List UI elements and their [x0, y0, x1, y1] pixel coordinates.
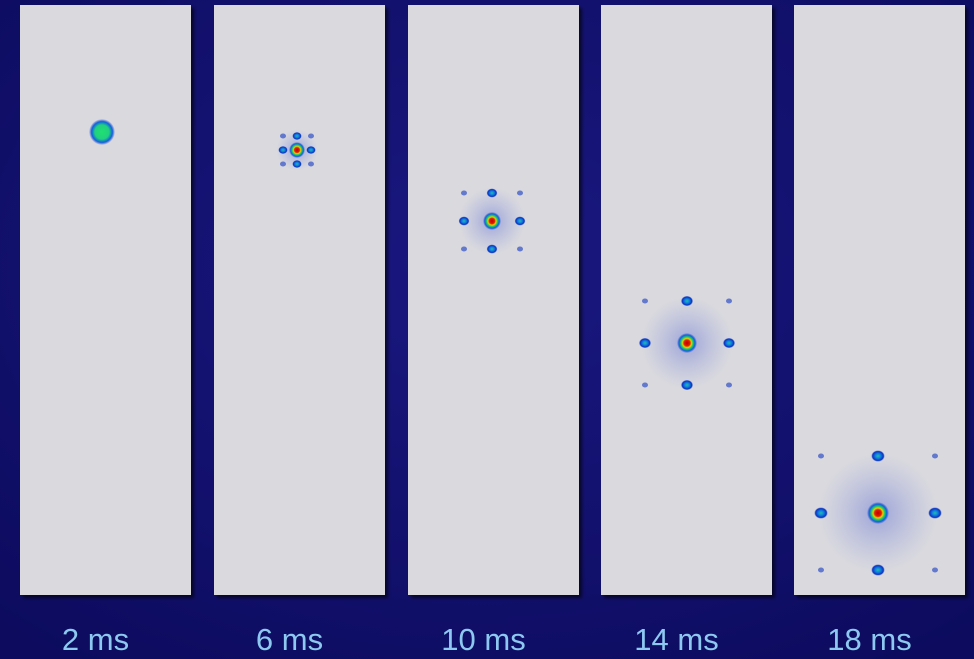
corner-peak [308, 162, 314, 167]
central-peak [89, 119, 115, 145]
corner-peak [726, 383, 732, 388]
corner-peak [280, 134, 286, 139]
corner-peak [642, 383, 648, 388]
side-peak [292, 132, 301, 140]
corner-peak [308, 134, 314, 139]
side-peak [278, 146, 287, 154]
side-peak [928, 507, 942, 519]
corner-peak [726, 299, 732, 304]
side-peak [814, 507, 828, 519]
side-peak [487, 188, 498, 197]
corner-peak [932, 568, 938, 573]
side-peak [515, 216, 526, 225]
side-peak [292, 160, 301, 168]
page: 2 ms6 ms10 ms14 ms18 ms (() => { const d… [0, 0, 974, 659]
side-peak [681, 380, 693, 390]
corner-peak [517, 191, 523, 196]
side-peak [871, 450, 885, 462]
corner-peak [461, 191, 467, 196]
corner-peak [461, 247, 467, 252]
corner-peak [642, 299, 648, 304]
side-peak [723, 338, 735, 348]
panels: 2 ms 6 ms 10 ms 14 ms 18 ms [20, 5, 965, 657]
corner-peak [818, 568, 824, 573]
corner-peak [932, 454, 938, 459]
side-peak [871, 564, 885, 576]
image-panel [408, 5, 579, 595]
side-peak [639, 338, 651, 348]
figure: 2 ms 6 ms 10 ms 14 ms 18 ms [0, 0, 974, 659]
side-peak [459, 216, 470, 225]
central-peak [677, 333, 697, 353]
panel-label: 10 ms [441, 622, 525, 657]
central-peak [867, 502, 889, 524]
central-peak [483, 212, 501, 230]
central-peak [289, 142, 305, 158]
image-panel [20, 5, 191, 595]
side-peak [681, 296, 693, 306]
panel-label: 2 ms [62, 622, 129, 657]
panel-label: 18 ms [827, 622, 911, 657]
side-peak [487, 244, 498, 253]
image-panel [214, 5, 385, 595]
corner-peak [818, 454, 824, 459]
corner-peak [517, 247, 523, 252]
panel-label: 6 ms [256, 622, 323, 657]
corner-peak [280, 162, 286, 167]
panel-label: 14 ms [634, 622, 718, 657]
side-peak [306, 146, 315, 154]
